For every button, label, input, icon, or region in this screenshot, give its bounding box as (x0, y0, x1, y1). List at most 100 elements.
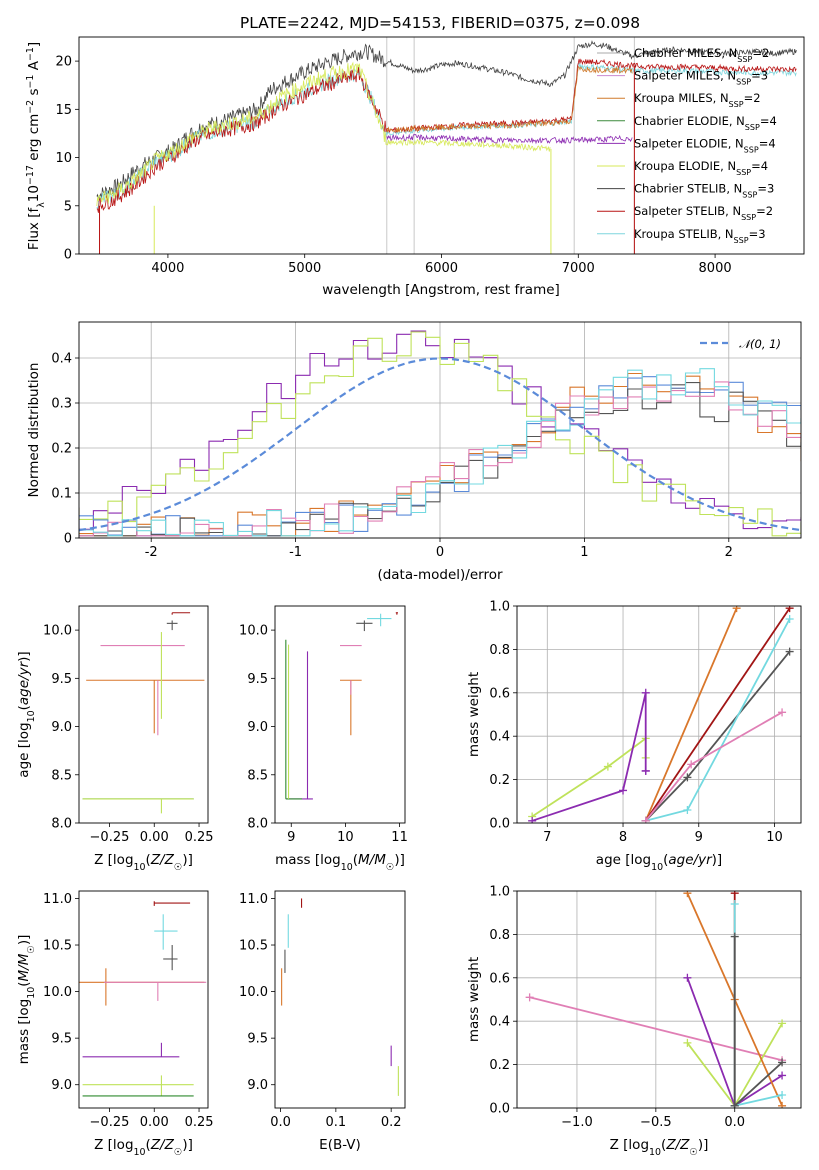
age_vs_Z-x-label-segment: 10 (134, 862, 146, 873)
y-tick-label: 11.0 (239, 892, 268, 907)
residual-histogram (79, 372, 801, 537)
legend-label-segment: =4 (760, 114, 777, 128)
legend-label: Salpeter ELODIE, NSSP=4 (634, 136, 776, 154)
y-tick-label: 0.4 (51, 352, 72, 367)
x-tick-label: 4000 (151, 261, 184, 276)
spectrum-y-label-segment: −17 (25, 165, 36, 185)
mass-weight-line (644, 607, 791, 822)
legend-label-segment: Chabrier MILES, N (634, 46, 737, 60)
y-tick-label: 0.8 (489, 643, 510, 658)
residuals-frame (78, 321, 802, 539)
legend-label-segment: SSP (742, 190, 757, 199)
spectrum-y-label-segment: erg cm (26, 114, 42, 165)
legend-label: Salpeter MILES, NSSP=3 (634, 69, 768, 87)
x-tick-label: 2 (725, 545, 733, 560)
legend-label: Kroupa ELODIE, NSSP=4 (634, 159, 768, 177)
mass_vs_Z-x-label-segment: 10 (134, 1147, 146, 1158)
y-tick-label: 0.2 (51, 442, 72, 457)
legend-label-segment: SSP (744, 145, 759, 154)
y-tick-label: 9.0 (247, 1078, 268, 1093)
age_vs_Z-y-label: age [log10(age/yr)] (16, 651, 37, 777)
x-tick-label: 7 (543, 830, 551, 845)
mass-weight-line (529, 996, 783, 1062)
mass-weight-marker (641, 766, 650, 775)
x-tick-label: 0.1 (326, 1115, 347, 1130)
legend-label-segment: SSP (741, 213, 756, 222)
age_vs_Z-x-label: Z [log10(Z/Z☉)] (94, 852, 193, 873)
spectrum-y-label-segment: −2 (25, 100, 36, 114)
massweight_vs_Z-y-label: mass weight (466, 957, 482, 1042)
age_vs_Z-x-label-segment: Z [log (94, 852, 133, 868)
age_vs_Z-y-label-segment: age [log (16, 722, 32, 777)
y-tick-label: 1.0 (489, 885, 510, 900)
spectrum-y-label-segment: A (26, 60, 42, 74)
age_vs_mass-frame (274, 605, 406, 824)
y-tick-label: 0.2 (489, 1058, 510, 1073)
mass-weight-line (644, 711, 783, 822)
mass_vs_Z-y-label-segment: mass [log (16, 999, 32, 1065)
legend-label-segment: Chabrier STELIB, N (634, 182, 742, 196)
mass_vs_EBV-axes: 0.0 0.1 0.2 9.0 9.5 10.0 10.5 11.0 (239, 892, 401, 1130)
y-tick-label: 5 (64, 199, 72, 214)
y-tick-label: 10.0 (239, 624, 268, 639)
y-tick-label: 9.5 (51, 1032, 72, 1047)
x-tick-label: 11 (391, 830, 408, 845)
x-tick-label: −0.25 (90, 830, 130, 845)
residual-histogram (79, 368, 801, 537)
legend-label-segment: =3 (751, 69, 768, 83)
y-tick-label: 11.0 (43, 892, 72, 907)
legend-label-segment: =3 (757, 182, 774, 196)
y-tick-label: 0.6 (489, 971, 510, 986)
spectrum-frame (78, 36, 805, 255)
mass-weight-marker (528, 816, 537, 823)
y-tick-label: 15 (55, 103, 72, 118)
massweight_vs_Z-plot (525, 891, 787, 1108)
mass-weight-line (644, 607, 738, 822)
y-tick-label: 10.0 (43, 985, 72, 1000)
legend-label: Kroupa MILES, NSSP=2 (634, 91, 761, 109)
legend-label-segment: SSP (737, 55, 752, 64)
spectrum-y-label: Flux [fλ10−17 erg cm−2 s−1 A−1] (25, 42, 47, 250)
mass_vs_Z-plot (79, 901, 207, 1097)
mass-weight-marker (683, 891, 692, 898)
mass_vs_Z-x-label-segment: ( (146, 1137, 151, 1153)
x-tick-label: 9 (695, 830, 703, 845)
age_vs_Z-y-label-segment: ( (16, 705, 32, 710)
legend-label-segment: SSP (736, 77, 751, 86)
mass_vs_EBV-plot (281, 898, 399, 1096)
spectrum-series-line (96, 40, 797, 202)
mass_vs_Z-x-label-segment: Z [log (94, 1137, 133, 1153)
massweight_vs_Z-x-label-segment: ( (661, 1137, 666, 1153)
y-tick-label: 8.0 (51, 817, 72, 832)
mass_vs_Z-y-label-segment: ( (16, 981, 32, 986)
y-tick-label: 9.5 (247, 672, 268, 687)
x-tick-label: 7000 (562, 261, 595, 276)
massweight_vs_Z-x-label-segment: ☉ (689, 1147, 697, 1158)
legend-label: Salpeter STELIB, NSSP=2 (634, 204, 773, 222)
mass-weight-marker (778, 1101, 787, 1108)
mass_vs_Z-x-label-segment: ☉ (174, 1147, 182, 1158)
spectrum-axes: 4000 5000 6000 7000 8000 0 5 10 15 20 (55, 55, 731, 276)
x-tick-label: −1.0 (561, 1115, 593, 1130)
residuals-x-label: (data-model)/error (377, 567, 503, 583)
age_vs_mass-axes: 9 10 11 8.0 8.5 9.0 9.5 10.0 (239, 624, 408, 845)
spectrum-x-label: wavelength [Angstrom, rest frame] (322, 282, 560, 298)
y-tick-label: 8.5 (247, 768, 268, 783)
mass-weight-marker (687, 760, 696, 769)
legend-label-segment: Salpeter ELODIE, N (634, 136, 744, 150)
massweight_vs_age-y-label: mass weight (466, 672, 482, 757)
age_vs_Z-x-label-segment: )] (182, 852, 193, 868)
legend-label-segment: =4 (759, 136, 776, 150)
y-tick-label: 0.4 (489, 730, 510, 745)
x-tick-label: 8000 (699, 261, 732, 276)
legend-label-segment: SSP (729, 100, 744, 109)
legend-label-segment: =2 (752, 46, 769, 60)
age_vs_Z-frame (78, 605, 209, 824)
mass_vs_Z-y-label: mass [log10(M/M☉)] (16, 935, 37, 1065)
x-tick-label: 6000 (425, 261, 458, 276)
legend-label: Chabrier MILES, NSSP=2 (634, 46, 769, 64)
spectrum-y-label-segment: 10 (26, 185, 42, 202)
x-tick-label: 1 (580, 545, 588, 560)
spectrum-y-label-segment: s (26, 88, 42, 99)
mass-weight-marker (525, 993, 534, 1002)
